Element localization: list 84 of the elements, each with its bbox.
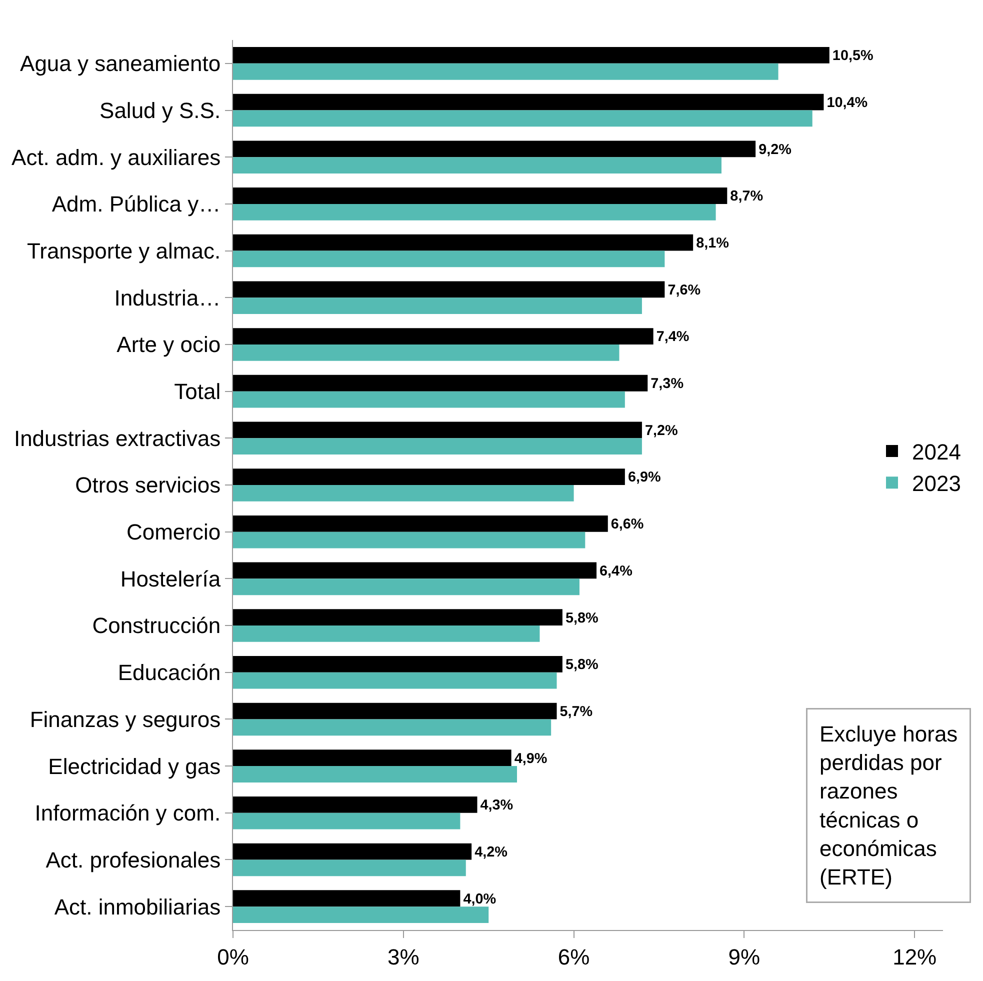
data-label: 10,5%	[832, 48, 874, 64]
y-tick-label: Adm. Pública y…	[52, 192, 221, 217]
y-tick-label: Educación	[118, 660, 221, 686]
bar	[233, 328, 654, 344]
bar	[233, 63, 778, 80]
y-tick-label: Otros servicios	[75, 472, 221, 498]
data-label: 6,6%	[610, 516, 644, 533]
bar	[233, 812, 460, 830]
y-tick-label: Arte y ocio	[116, 332, 221, 358]
x-tick-label: 6%	[558, 944, 590, 970]
x-tick-label: 9%	[728, 944, 760, 970]
bar	[233, 796, 478, 813]
data-label: 4,0%	[463, 891, 496, 908]
bar	[233, 766, 517, 782]
y-tick-label: Act. adm. y auxiliares	[12, 144, 221, 170]
bar	[233, 626, 540, 642]
annotation: Excluye horas perdidas por razones técnicas o económicas (ERTE)	[820, 722, 958, 890]
data-label: 7,6%	[668, 282, 701, 298]
data-label: 9,2%	[758, 142, 792, 158]
bar	[233, 438, 642, 455]
y-tick-label: Transporte y almac.	[27, 238, 221, 264]
bar	[233, 140, 756, 158]
y-tick-label: Hostelería	[120, 566, 222, 592]
bar	[233, 344, 620, 361]
data-label: 6,4%	[600, 563, 633, 580]
data-label: 7,4%	[656, 329, 690, 346]
data-label: 7,2%	[644, 422, 678, 439]
y-tick-label: Industria…	[114, 285, 221, 310]
x-tick-label: 0%	[217, 944, 249, 970]
bar	[233, 188, 728, 204]
bar	[233, 860, 466, 876]
y-tick-label: Act. inmobiliarias	[54, 894, 221, 920]
data-label: 5,8%	[565, 657, 598, 674]
bar	[233, 750, 512, 766]
data-label: 4,3%	[480, 798, 514, 814]
y-tick-label: Construcción	[92, 613, 221, 638]
bar	[233, 532, 586, 548]
x-tick-label: 3%	[388, 944, 420, 970]
y-tick-label: Finanzas y seguros	[30, 706, 221, 732]
y-tick-label: Electricidad y gas	[48, 754, 221, 779]
bar	[233, 656, 562, 672]
data-label: 7,3%	[650, 376, 684, 392]
y-tick-label: Industrias extractivas	[14, 426, 221, 451]
data-label: 4,2%	[474, 844, 508, 860]
data-label: 8,7%	[730, 188, 764, 205]
bar	[233, 422, 642, 438]
data-label: 5,8%	[565, 610, 598, 626]
x-tick-label: 12%	[892, 944, 937, 970]
bar	[233, 94, 824, 110]
bar	[233, 250, 665, 268]
data-label: 4,9%	[514, 750, 548, 767]
legend-label: 2023	[912, 471, 961, 496]
y-tick-label: Act. profesionales	[46, 847, 221, 872]
data-label: 6,9%	[628, 470, 661, 486]
bar	[233, 578, 580, 596]
bar	[233, 562, 597, 579]
bar	[233, 702, 557, 720]
bar	[233, 391, 625, 408]
bar	[233, 890, 460, 907]
bar	[233, 485, 574, 502]
bar	[233, 468, 625, 485]
data-label: 10,4%	[826, 94, 868, 111]
data-label: 5,7%	[560, 704, 593, 720]
bar	[233, 204, 716, 220]
bar	[233, 843, 472, 860]
bar	[233, 515, 608, 532]
bar	[233, 374, 648, 392]
legend-label: 2024	[912, 440, 961, 465]
bar	[233, 110, 812, 127]
y-tick-label: Comercio	[126, 520, 221, 545]
bar	[233, 298, 642, 314]
bar	[233, 672, 557, 689]
bar	[233, 157, 722, 174]
y-tick-label: Información y com.	[34, 800, 221, 826]
bar	[233, 609, 562, 626]
y-tick-label: Agua y saneamiento	[20, 51, 221, 76]
bar	[233, 47, 830, 64]
bar	[233, 719, 552, 736]
data-label: 8,1%	[696, 236, 730, 252]
y-tick-label: Total	[174, 379, 221, 404]
bar	[233, 234, 694, 251]
bar	[233, 281, 665, 298]
y-tick-label: Salud y S.S.	[100, 98, 221, 123]
bar	[233, 906, 489, 923]
